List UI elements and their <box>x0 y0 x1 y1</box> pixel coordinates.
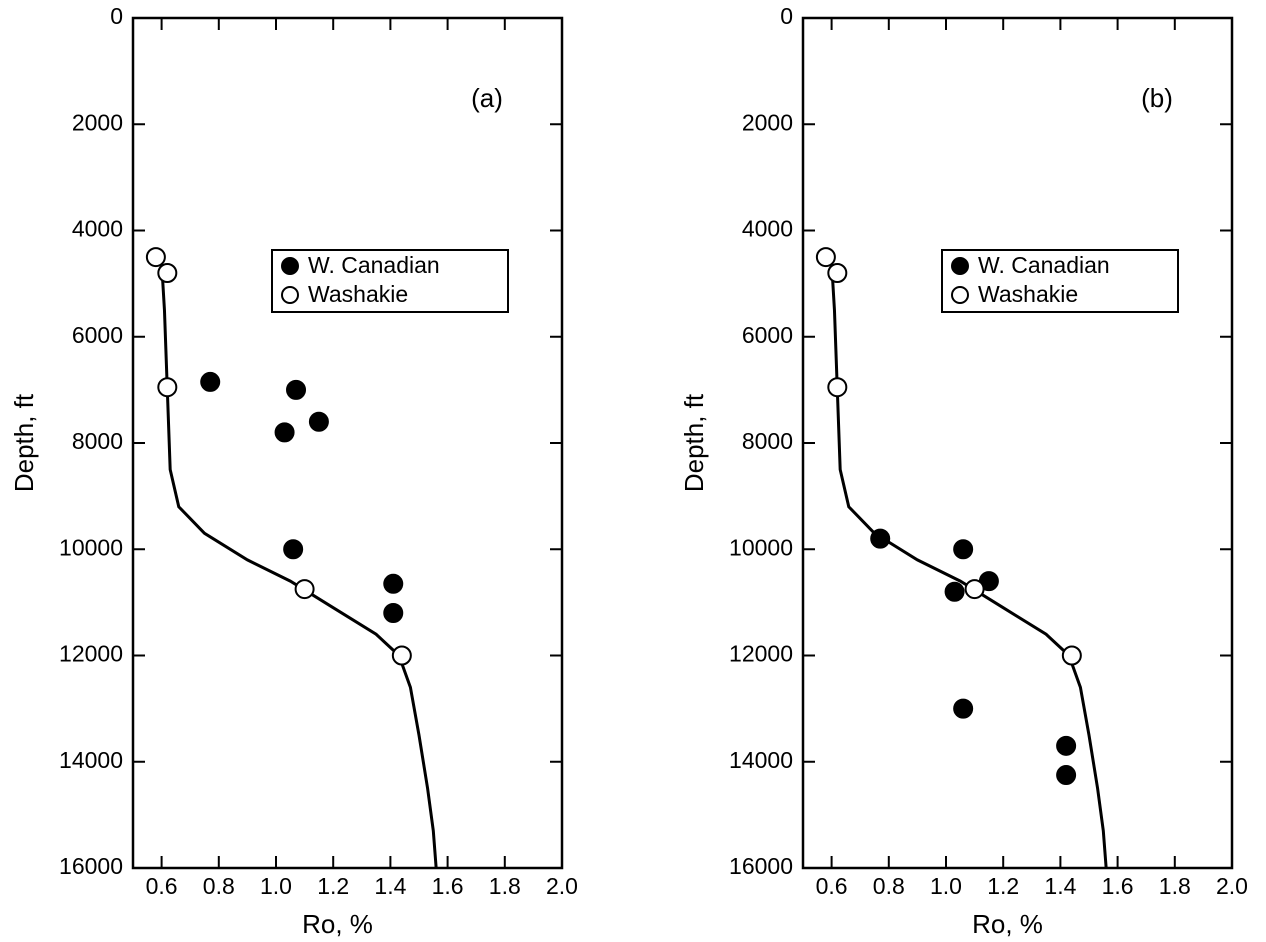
y-tick-label: 6000 <box>742 322 793 348</box>
y-tick-label: 0 <box>110 3 123 29</box>
data-point <box>391 645 412 666</box>
x-axis-label: Ro, % <box>972 909 1043 939</box>
x-axis-label: Ro, % <box>302 909 373 939</box>
panel: 0 2000 4000 6000 8000 10000 12000 14000 16000 0.6… <box>9 3 578 939</box>
x-tick-label: 0.8 <box>873 873 905 899</box>
x-tick-label: 0.6 <box>816 873 848 899</box>
x-tick-label: 0.6 <box>146 873 178 899</box>
x-tick-label: 1.0 <box>930 873 962 899</box>
y-tick-label: 12000 <box>729 641 793 667</box>
data-point <box>283 539 304 560</box>
data-point <box>944 581 965 602</box>
x-tick-label: 0.8 <box>203 873 235 899</box>
x-tick-label: 1.2 <box>317 873 349 899</box>
data-point <box>953 539 974 560</box>
legend-label: W. Canadian <box>308 252 440 278</box>
data-point <box>383 573 404 594</box>
data-point <box>827 263 848 283</box>
x-tick-label: 1.6 <box>1102 873 1134 899</box>
x-tick-label: 1.2 <box>987 873 1019 899</box>
y-axis-label: Depth, ft <box>9 393 39 492</box>
y-tick-label: 16000 <box>59 853 123 879</box>
plot-frame <box>131 16 564 870</box>
y-tick-label: 14000 <box>729 747 793 773</box>
data-point <box>157 263 178 283</box>
x-tick-label: 1.4 <box>374 873 406 899</box>
data-point <box>1056 765 1077 786</box>
data-point <box>274 422 295 443</box>
data-point <box>1056 735 1077 756</box>
data-point <box>157 377 178 398</box>
data-point <box>286 379 307 400</box>
legend-box <box>271 249 509 313</box>
y-tick-label: 14000 <box>59 747 123 773</box>
data-point <box>145 247 166 268</box>
data-point <box>383 603 404 623</box>
y-tick-label: 2000 <box>742 109 793 135</box>
data-point <box>294 579 315 600</box>
plot-frame <box>801 16 1234 870</box>
data-point <box>964 579 985 600</box>
data-point <box>953 698 974 719</box>
data-point <box>1061 645 1082 666</box>
fit-curve <box>160 262 438 869</box>
data-point <box>870 528 891 549</box>
y-tick-label: 10000 <box>59 534 123 560</box>
legend-marker <box>281 286 299 304</box>
x-tick-label: 1.8 <box>1159 873 1191 899</box>
legend-label: Washakie <box>308 281 408 307</box>
annotation: (b) <box>1141 83 1173 113</box>
x-tick-label: 2.0 <box>546 873 578 899</box>
data-point <box>200 371 221 392</box>
y-tick-label: 4000 <box>72 216 123 242</box>
x-tick-label: 1.6 <box>432 873 464 899</box>
data-point <box>308 411 329 432</box>
y-tick-label: 0 <box>780 3 793 29</box>
legend-marker <box>281 257 299 275</box>
data-point <box>815 247 836 268</box>
x-tick-label: 1.8 <box>489 873 521 899</box>
legend-label: W. Canadian <box>978 252 1110 278</box>
y-tick-label: 4000 <box>742 216 793 242</box>
annotation: (a) <box>471 83 503 113</box>
y-axis-label: Depth, ft <box>679 393 709 492</box>
y-tick-label: 10000 <box>729 534 793 560</box>
y-tick-label: 8000 <box>72 428 123 454</box>
legend-marker <box>951 286 969 304</box>
x-tick-label: 2.0 <box>1216 873 1248 899</box>
y-tick-label: 12000 <box>59 641 123 667</box>
x-tick-label: 1.0 <box>260 873 292 899</box>
y-tick-label: 8000 <box>742 428 793 454</box>
y-tick-label: 2000 <box>72 109 123 135</box>
legend-label: Washakie <box>978 281 1078 307</box>
y-tick-label: 6000 <box>72 322 123 348</box>
y-tick-label: 16000 <box>729 853 793 879</box>
legend-marker <box>951 257 969 275</box>
x-tick-label: 1.4 <box>1044 873 1076 899</box>
data-point <box>827 377 848 398</box>
legend-box <box>941 249 1179 313</box>
panel: 0 2000 4000 6000 8000 10000 12000 14000 16000 0.6… <box>679 3 1248 939</box>
